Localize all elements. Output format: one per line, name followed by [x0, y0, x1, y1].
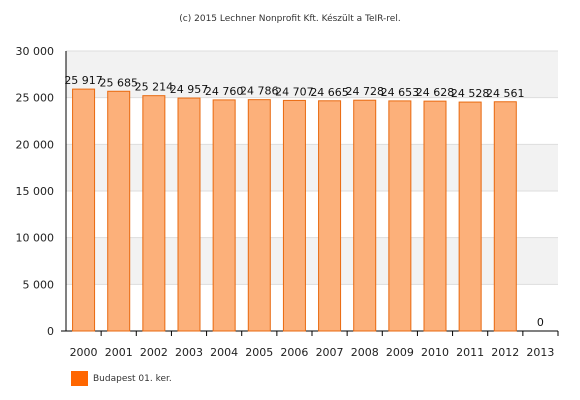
y-tick-label: 20 000 [16, 138, 55, 151]
x-tick-label: 2010 [421, 346, 449, 359]
x-tick-label: 2013 [526, 346, 554, 359]
data-label: 24 707 [275, 85, 314, 98]
x-tick-label: 2001 [105, 346, 133, 359]
y-tick-label: 15 000 [16, 185, 55, 198]
bar [493, 101, 517, 332]
x-tick-label: 2004 [210, 346, 238, 359]
y-tick-label: 30 000 [16, 45, 55, 58]
x-tick-label: 2012 [491, 346, 519, 359]
data-label: 25 917 [64, 74, 103, 87]
plot-band [66, 237, 558, 285]
x-tick-label: 2008 [351, 346, 379, 359]
data-label: 24 665 [310, 86, 349, 99]
bar [177, 97, 201, 332]
x-tick-label: 2002 [140, 346, 168, 359]
legend[interactable]: Budapest 01. ker. [71, 371, 172, 386]
y-tick-label: 25 000 [16, 92, 55, 105]
data-label: 24 528 [451, 87, 490, 100]
bar [142, 95, 166, 332]
legend-label: Budapest 01. ker. [93, 373, 172, 384]
data-label: 24 728 [345, 85, 384, 98]
y-tick-label: 5 000 [23, 278, 55, 291]
y-tick-label: 0 [47, 325, 54, 338]
data-label: 24 760 [205, 85, 244, 98]
plot-band [66, 51, 558, 98]
y-tick-label: 10 000 [16, 232, 55, 245]
data-label: 24 957 [170, 83, 209, 96]
data-label: 24 653 [381, 86, 420, 99]
bar [107, 90, 131, 332]
plot-band [66, 144, 558, 191]
x-tick-label: 2000 [70, 346, 98, 359]
x-tick-label: 2005 [245, 346, 273, 359]
data-label: 25 685 [99, 76, 138, 89]
bar [353, 99, 377, 332]
data-label: 24 786 [240, 85, 279, 98]
chart-title: (c) 2015 Lechner Nonprofit Kft. Készült … [179, 14, 401, 24]
bar [282, 99, 306, 332]
bar [72, 88, 96, 332]
data-label: 24 561 [486, 87, 525, 100]
legend-swatch [71, 371, 88, 386]
bar [318, 100, 342, 332]
bar [423, 100, 447, 332]
bar [212, 99, 236, 332]
x-tick-label: 2003 [175, 346, 203, 359]
x-tick-label: 2009 [386, 346, 414, 359]
bar [388, 100, 412, 332]
bar [458, 101, 482, 332]
data-label: 0 [537, 316, 544, 329]
bar [247, 99, 271, 332]
data-label: 24 628 [416, 86, 455, 99]
x-tick-label: 2007 [316, 346, 344, 359]
x-tick-label: 2006 [280, 346, 308, 359]
x-tick-label: 2011 [456, 346, 484, 359]
data-label: 25 214 [135, 81, 174, 94]
